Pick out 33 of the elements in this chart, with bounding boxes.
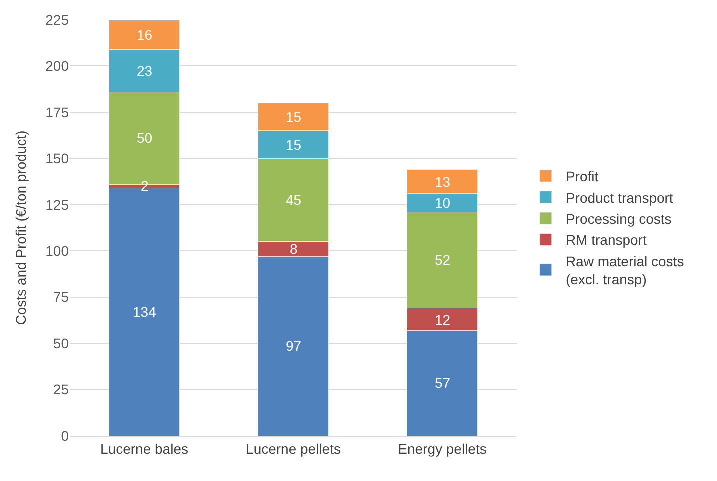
legend-label: Raw material costs (excl. transp)	[566, 253, 684, 288]
legend-label: Processing costs	[566, 210, 672, 227]
data-label: 15	[286, 137, 302, 153]
data-label: 23	[137, 63, 153, 79]
y-tick-label: 25	[53, 382, 70, 398]
data-label: 8	[290, 241, 298, 257]
legend-label: RM transport	[566, 232, 647, 248]
data-label: 97	[286, 338, 302, 354]
data-label: 13	[435, 174, 451, 190]
data-label: 12	[435, 312, 451, 328]
legend-label: Product transport	[566, 190, 674, 206]
y-axis-title: Costs and Profit (€/ton product)	[13, 130, 30, 326]
y-tick-label: 0	[61, 428, 70, 444]
y-tick-label: 50	[53, 335, 70, 352]
y-tick-label: 125	[46, 196, 70, 213]
data-label: 52	[435, 252, 451, 268]
y-tick-label: 150	[46, 150, 70, 167]
y-tick-label: 225	[46, 12, 70, 28]
data-label: 16	[137, 27, 153, 43]
y-tick-label: 200	[46, 58, 70, 74]
x-tick-label: Lucerne pellets	[246, 440, 341, 457]
data-label: 57	[435, 375, 451, 391]
data-label: 134	[133, 304, 157, 320]
data-label: 50	[137, 130, 153, 146]
data-label: 15	[286, 109, 302, 125]
legend-label: Profit	[566, 168, 599, 185]
data-label: 45	[286, 192, 302, 208]
data-label: 10	[435, 195, 451, 211]
x-tick-label: Energy pellets	[398, 440, 487, 457]
y-tick-label: 175	[46, 104, 70, 120]
y-tick-label: 75	[53, 289, 70, 306]
x-tick-label: Lucerne bales	[100, 440, 188, 457]
y-tick-label: 100	[46, 243, 70, 260]
